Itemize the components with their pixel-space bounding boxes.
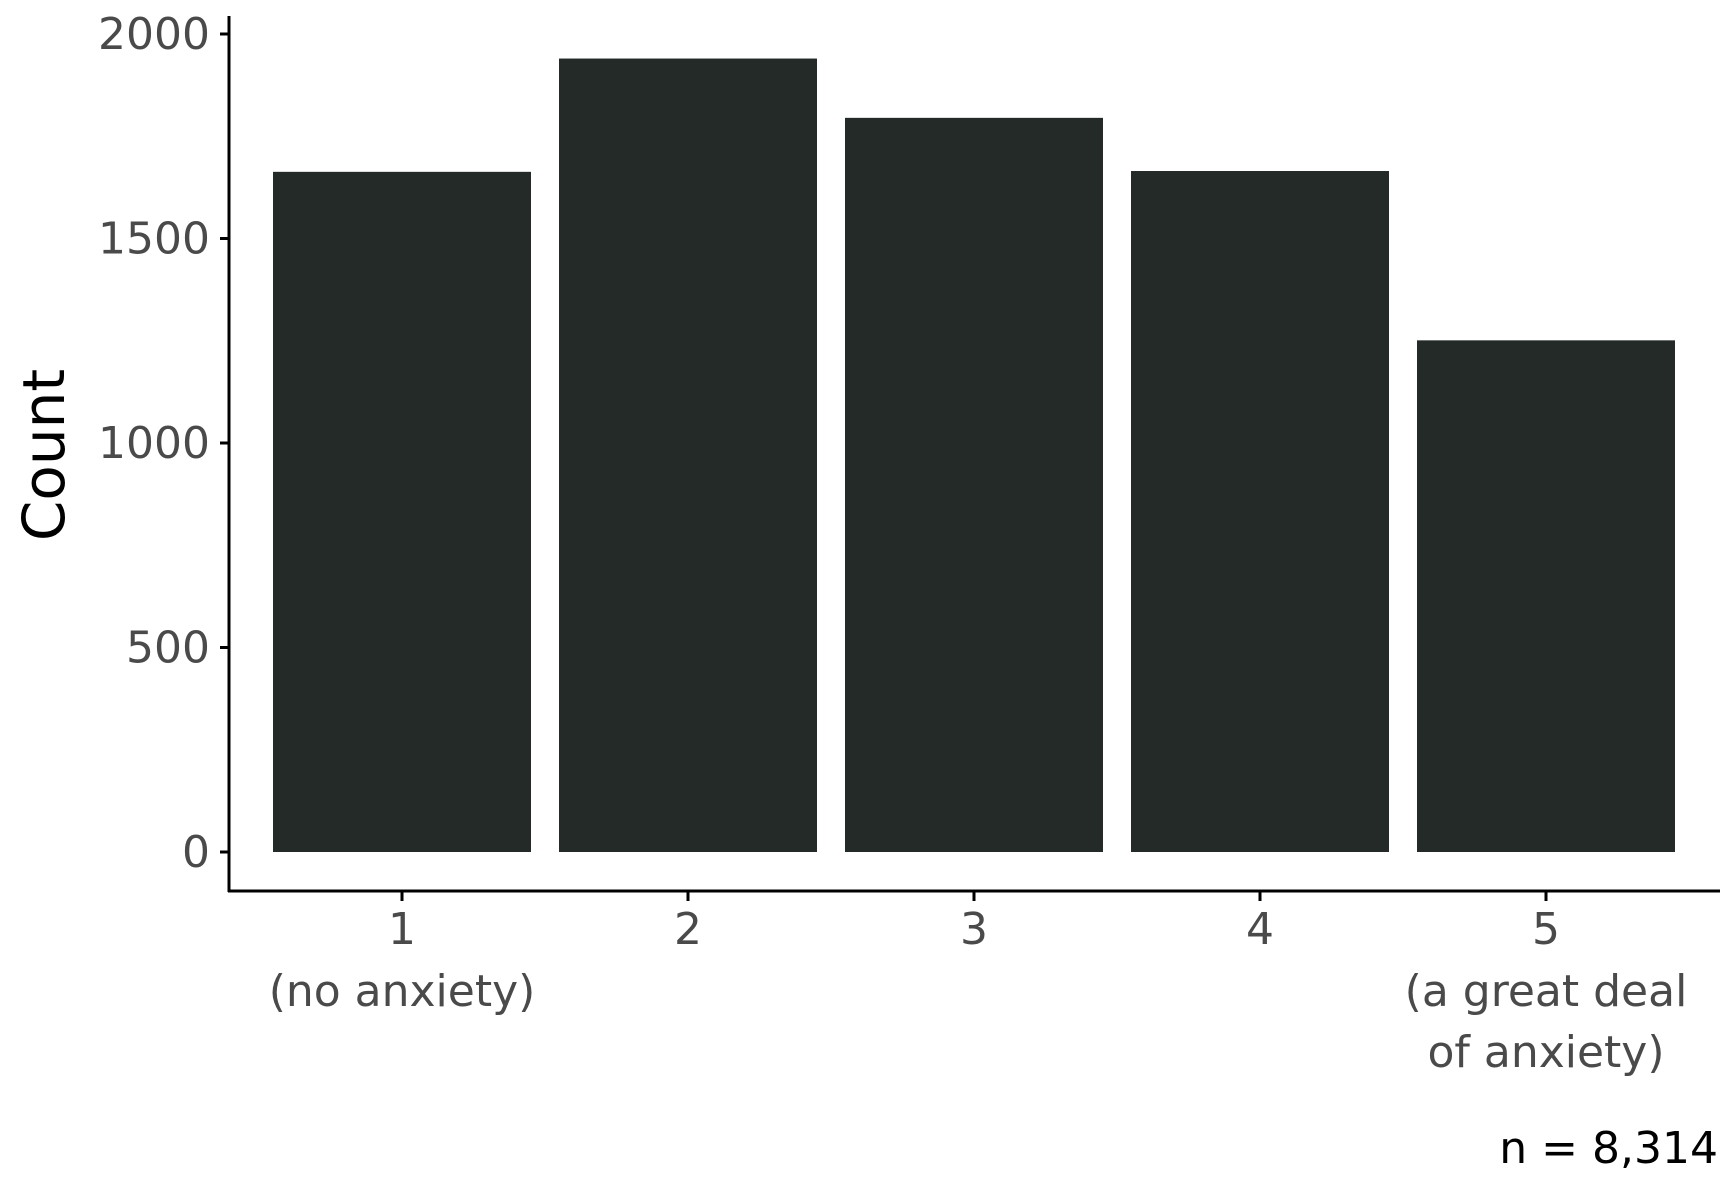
x-tick-label-4: 4 [1246, 904, 1274, 955]
x-tick-sublabel: (a great deal [1405, 966, 1688, 1017]
x-tick-sublabel: of anxiety) [1427, 1027, 1664, 1078]
bar-2 [559, 58, 817, 853]
bar-1 [273, 171, 531, 852]
y-tick-label: 0 [182, 827, 210, 878]
x-tick-label-1: 1 [388, 904, 416, 955]
x-tick-sublabel: (no anxiety) [269, 966, 536, 1017]
y-axis-title: Count [10, 369, 78, 541]
x-tick-label-2: 2 [674, 904, 702, 955]
bar-3 [845, 117, 1103, 853]
bar-4 [1131, 171, 1389, 852]
y-tick-label: 500 [126, 623, 210, 674]
y-ticks-layer: 0 500 1000 1500 2000 [98, 9, 229, 878]
y-tick-label: 2000 [98, 9, 210, 60]
bars-layer [273, 58, 1675, 853]
y-tick-label: 1000 [98, 418, 210, 469]
x-tick-label-5: 5 [1532, 904, 1560, 955]
bar-5 [1417, 340, 1675, 852]
y-tick-label: 1500 [98, 214, 210, 265]
sample-size-caption: n = 8,314 [1499, 1123, 1718, 1174]
x-tick-label-3: 3 [960, 904, 988, 955]
x-ticks-layer: 1 (no anxiety) 2 3 4 5 (a great deal of anxiety… [269, 891, 1688, 1078]
